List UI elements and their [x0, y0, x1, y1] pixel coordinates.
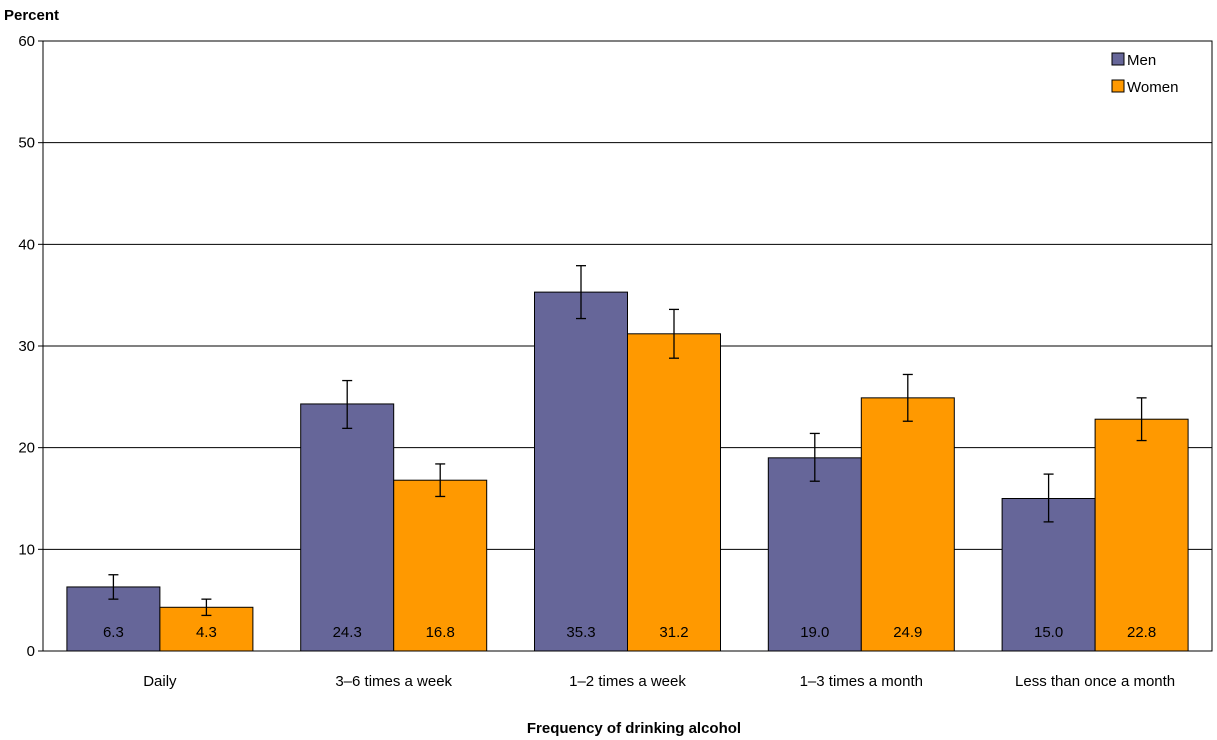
x-category-label: 1–3 times a month — [800, 673, 923, 690]
bars — [66, 291, 1189, 652]
bar-men — [1001, 498, 1096, 652]
bar-men — [767, 457, 862, 652]
legend-label-women: Women — [1127, 79, 1178, 96]
data-label: 35.3 — [566, 624, 595, 641]
x-category-label: Less than once a month — [1015, 673, 1175, 690]
data-label: 22.8 — [1127, 624, 1156, 641]
y-tick-label: 10 — [18, 541, 35, 558]
axes — [42, 40, 1213, 652]
error-bars — [108, 265, 1147, 617]
bar-men — [534, 291, 628, 652]
data-label: 19.0 — [800, 624, 829, 641]
data-label: 24.9 — [893, 624, 922, 641]
data-label: 4.3 — [196, 624, 217, 641]
data-label: 24.3 — [333, 624, 362, 641]
y-tick-label: 40 — [18, 236, 35, 253]
legend-swatch-women — [1111, 79, 1125, 93]
y-tick-label: 0 — [27, 643, 35, 660]
legend-swatch-men — [1111, 52, 1125, 66]
y-axis-ticks: 0 10 20 30 40 50 60 — [18, 33, 43, 660]
legend: Men Women — [1111, 52, 1178, 96]
category-labels: Daily 3–6 times a week 1–2 times a week 1–3… — [143, 673, 1175, 690]
bar-men — [300, 403, 395, 652]
x-category-label: 3–6 times a week — [335, 673, 452, 690]
bar-women — [1094, 418, 1189, 652]
bar-women — [627, 333, 721, 652]
y-tick-label: 30 — [18, 338, 35, 355]
data-label: 6.3 — [103, 624, 124, 641]
data-label: 16.8 — [426, 624, 455, 641]
y-tick-label: 20 — [18, 440, 35, 457]
x-category-label: 1–2 times a week — [569, 673, 686, 690]
y-axis-label: Percent — [4, 7, 59, 24]
bar-women — [860, 397, 955, 652]
plot-frame — [42, 40, 1213, 652]
x-category-label: Daily — [143, 673, 177, 690]
x-axis-label: Frequency of drinking alcohol — [527, 720, 741, 737]
data-label: 15.0 — [1034, 624, 1063, 641]
data-labels: 6.3 4.3 24.3 16.8 35.3 31.2 19.0 24.9 15.0 22.8 — [103, 624, 1156, 641]
data-label: 31.2 — [659, 624, 688, 641]
legend-label-men: Men — [1127, 52, 1156, 69]
y-tick-label: 50 — [18, 135, 35, 152]
y-tick-label: 60 — [18, 33, 35, 50]
